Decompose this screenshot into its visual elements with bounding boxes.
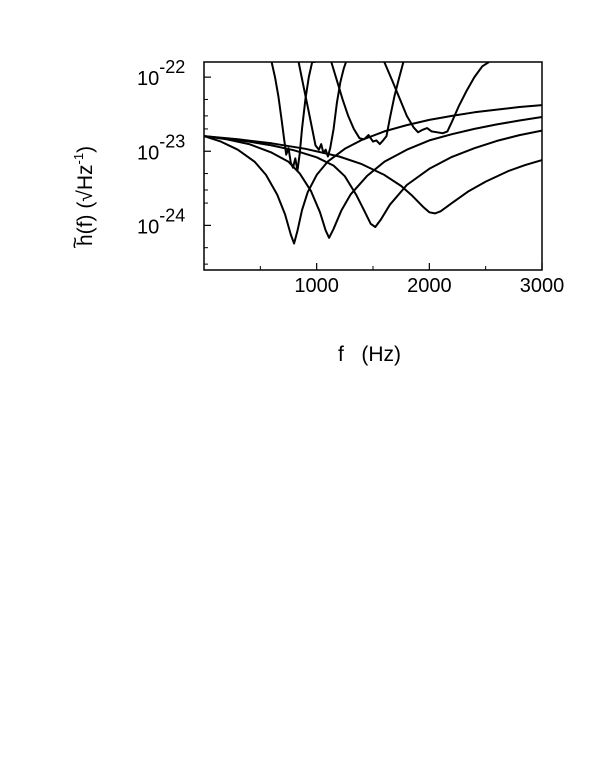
- x-tick-labels: 1000 2000 3000: [294, 275, 564, 297]
- y-tick-label-1: 10-22: [137, 57, 185, 90]
- series-line-6: [297, 62, 347, 158]
- x-ticks: [259, 263, 543, 270]
- y-ticks: [204, 76, 211, 265]
- series-line-5: [270, 62, 316, 172]
- x-axis-title: f (Hz): [338, 343, 401, 366]
- y-tick-label-2: 10-23: [137, 131, 185, 164]
- y-axis-title-sup: -1: [71, 153, 86, 165]
- y-tick-label-3: 10-24: [137, 205, 185, 238]
- y-axis-title-close: ): [74, 146, 97, 153]
- y-axis-title: h(f) (√Hz-1) ~: [64, 146, 97, 249]
- plot-frame: [203, 61, 543, 271]
- series-line-8: [383, 62, 490, 135]
- x-tick-label-2: 2000: [407, 275, 452, 297]
- curve-group: [204, 62, 542, 245]
- series-line-7: [330, 62, 405, 146]
- y-axis-title-tilde: ~: [64, 237, 87, 249]
- series-line-4: [204, 135, 542, 215]
- y-tick-labels: 10-22 10-23 10-24: [137, 57, 185, 238]
- plot-area: [203, 61, 543, 271]
- series-line-3: [204, 129, 542, 228]
- x-tick-label-1: 1000: [294, 275, 339, 297]
- svg-text:h(f) (√Hz-1): h(f) (√Hz-1): [71, 146, 97, 246]
- x-tick-label-3: 3000: [520, 275, 565, 297]
- y-axis-title-main: h(f) (√Hz: [74, 164, 97, 246]
- series-line-2: [204, 116, 542, 239]
